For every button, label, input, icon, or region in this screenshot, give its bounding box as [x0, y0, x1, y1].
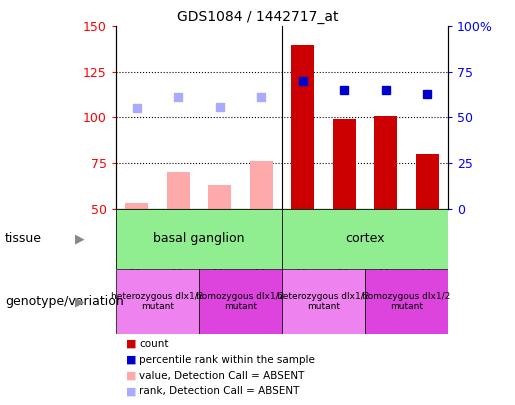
- Text: cortex: cortex: [345, 232, 385, 245]
- Bar: [323, 209, 365, 269]
- Bar: [416, 154, 439, 209]
- Text: ■: ■: [126, 339, 136, 349]
- Bar: [116, 209, 158, 269]
- Text: GSM38976: GSM38976: [215, 215, 225, 271]
- Text: GSM38974: GSM38974: [132, 215, 142, 271]
- Text: ▶: ▶: [75, 295, 84, 308]
- Text: genotype/variation: genotype/variation: [5, 295, 124, 308]
- Text: GSM38980: GSM38980: [381, 215, 391, 271]
- Bar: [199, 269, 282, 334]
- Text: basal ganglion: basal ganglion: [153, 232, 245, 245]
- Text: rank, Detection Call = ABSENT: rank, Detection Call = ABSENT: [139, 386, 299, 396]
- Bar: [282, 209, 323, 269]
- Bar: [116, 209, 282, 269]
- Text: ▶: ▶: [75, 232, 84, 245]
- Text: heterozygous dlx1/2
mutant: heterozygous dlx1/2 mutant: [111, 292, 203, 311]
- Bar: [374, 116, 397, 209]
- Text: GSM38981: GSM38981: [422, 215, 432, 271]
- Text: homozygous dlx1/2
mutant: homozygous dlx1/2 mutant: [196, 292, 285, 311]
- Text: ■: ■: [126, 371, 136, 381]
- Text: GSM38975: GSM38975: [173, 215, 183, 271]
- Text: ■: ■: [126, 355, 136, 365]
- Bar: [282, 209, 448, 269]
- Text: GSM38978: GSM38978: [298, 215, 308, 271]
- Text: heterozygous dlx1/2
mutant: heterozygous dlx1/2 mutant: [277, 292, 370, 311]
- Text: ■: ■: [126, 386, 136, 396]
- Bar: [365, 209, 406, 269]
- Bar: [167, 172, 190, 209]
- Bar: [116, 269, 199, 334]
- Bar: [333, 119, 356, 209]
- Bar: [208, 185, 231, 209]
- Text: homozygous dlx1/2
mutant: homozygous dlx1/2 mutant: [363, 292, 451, 311]
- Bar: [199, 209, 241, 269]
- Bar: [365, 269, 448, 334]
- Bar: [250, 161, 272, 209]
- Text: GDS1084 / 1442717_at: GDS1084 / 1442717_at: [177, 10, 338, 24]
- Text: GSM38979: GSM38979: [339, 215, 349, 271]
- Text: count: count: [139, 339, 168, 349]
- Bar: [241, 209, 282, 269]
- Bar: [158, 209, 199, 269]
- Text: percentile rank within the sample: percentile rank within the sample: [139, 355, 315, 365]
- Bar: [125, 203, 148, 209]
- Text: GSM38977: GSM38977: [256, 215, 266, 271]
- Bar: [406, 209, 448, 269]
- Text: tissue: tissue: [5, 232, 42, 245]
- Bar: [291, 45, 314, 209]
- Bar: [282, 269, 365, 334]
- Text: value, Detection Call = ABSENT: value, Detection Call = ABSENT: [139, 371, 304, 381]
